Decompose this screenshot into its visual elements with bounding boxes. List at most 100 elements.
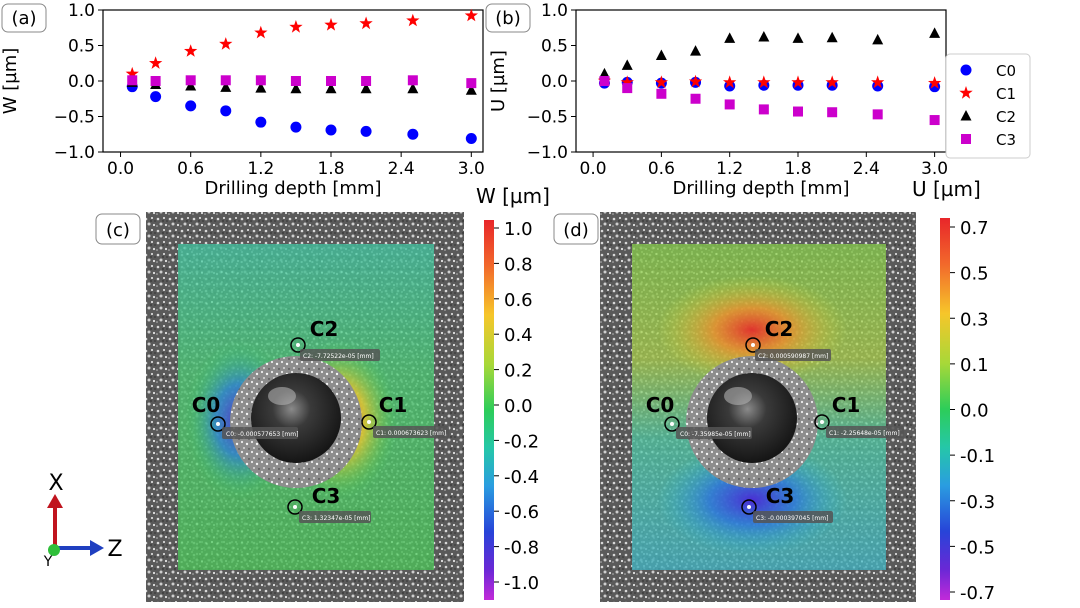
series-C1 [597,74,942,89]
readout-c2: C2: -7.72522e-05 [mm] [303,353,374,360]
colorbar-tick-label: 0.5 [960,264,989,285]
point-C3 [466,78,477,89]
y-tick-label: −1.0 [54,143,95,163]
y-axis-marker [48,544,60,556]
point-C3 [185,75,196,86]
point-C0 [325,124,337,136]
readout-c0: C0: -0.000577653 [mm] [226,431,298,438]
point-C1 [406,13,420,27]
point-C2 [290,82,302,94]
colorbar-tick-label: -0.7 [960,583,995,604]
y-tick-label: 1.0 [68,1,95,21]
point-C2 [792,32,804,43]
colorbar-tick-label: -0.4 [504,467,539,488]
legend-label-C3: C3 [996,131,1016,149]
point-C2 [872,33,884,45]
point-C3 [758,104,769,115]
point-C0 [185,100,197,112]
colorbar-tick-label: -0.1 [960,446,995,467]
series-C2 [598,27,941,79]
colorbar-tick-label: -0.6 [504,502,539,523]
point-d0: C0 C0: -7.35985e-05 [mm] [646,393,752,439]
point-label-d3: C3 [766,484,795,508]
x-tick-label: 0.6 [648,159,675,179]
colorbar-tick-label: 0.6 [504,290,533,311]
colorbar-tick-label: -0.3 [960,492,995,513]
point-C0 [255,116,267,128]
legend-marker-C2 [960,110,972,121]
point-C2 [465,84,477,95]
point-C3 [622,83,633,94]
point-C3 [326,76,336,86]
y-tick-label: 0.5 [541,37,568,57]
point-C1 [871,75,885,89]
colorbar-tick-label: 0.7 [960,218,989,239]
panel-b-tag [485,3,531,33]
colorbar-tick-label: 0.1 [960,355,989,376]
panel-c-label: (c) [106,220,130,241]
drilled-hole-c [251,373,341,463]
point-C2 [690,45,702,56]
point-C3 [929,115,940,126]
point-C2 [929,27,941,38]
point-C3 [599,76,610,86]
series-C3 [599,76,940,126]
colorbar-d-ticks: 0.7 0.5 0.3 0.1 0.0 -0.1 -0.3 -0.5 -0.7 [950,218,995,604]
x-axis-title: Drilling depth [mm] [204,178,381,199]
panel-c: (c) C0 C0: -0.000577653 [mm] C1 C1: 0.00… [95,184,550,602]
point-C3 [127,75,138,86]
colorbar-tick-label: 1.0 [504,219,533,240]
panel-c-tag [95,213,141,245]
point-c2: C2 C2: -7.72522e-05 [mm] [290,317,380,361]
colorbar-c [484,220,494,600]
series-C0 [598,76,941,93]
x-axis-title: Drilling depth [mm] [672,178,849,199]
point-d1: C1 C1: -2.25648e-05 [mm] [814,393,904,438]
point-label-c1: C1 [379,393,408,417]
y-axis-title: U [µm] [488,50,509,112]
y-axis-title: W [µm] [0,48,21,115]
point-label-d1: C1 [832,393,861,417]
point-C1 [324,17,338,31]
y-tick-label: −0.5 [54,108,95,128]
panel-a-label: (a) [11,8,36,29]
legend-label-C1: C1 [996,85,1016,103]
panel-d: (d) C0 C0: -7.35985e-05 [mm] C1 C1: -2.2… [553,177,995,604]
point-C0 [220,105,232,117]
panel-a: (a) 0.0 0.6 1.2 1.8 2.4 3.0 1.0 0.5 0.0 −0.5 −1.0 D… [0,1,485,199]
point-label-c2: C2 [310,317,339,341]
point-C2 [621,59,633,70]
point-C0 [290,121,302,133]
point-C3 [407,75,418,86]
readout-c3: C3: 1.32347e-05 [mm] [302,515,371,522]
point-C3 [793,106,803,117]
y-tick-label: 1.0 [541,1,568,21]
series-C2 [126,76,477,95]
y-axis-label: Y [43,554,53,570]
x-tick-label: 0.0 [107,159,134,179]
point-C1 [688,74,703,88]
readout-d0: C0: -7.35985e-05 [mm] [680,431,751,438]
point-C3 [361,76,372,86]
colorbar-tick-label: -0.5 [960,537,995,558]
legend-label-C2: C2 [996,108,1016,126]
point-C2 [220,81,232,92]
colorbar-tick-label: 0.4 [504,325,533,346]
colorbar-tick-label: 0.3 [960,309,989,330]
x-tick-label: 3.0 [921,159,948,179]
point-label-d0: C0 [646,393,675,417]
colorbar-d [940,218,950,600]
point-c3: C3 C3: 1.32347e-05 [mm] [287,484,371,523]
point-C1 [184,44,198,57]
point-label-d2: C2 [765,317,794,341]
point-C2 [598,67,610,79]
panel-d-label: (d) [563,220,588,241]
panel-d-tag [553,213,599,245]
point-C3 [150,76,161,86]
y-tick-label: −1.0 [527,143,568,163]
series-C0 [126,81,477,145]
x-tick-label: 1.8 [784,159,811,179]
x-tick-label: 1.2 [716,159,743,179]
x-tick-label: 1.8 [317,159,344,179]
